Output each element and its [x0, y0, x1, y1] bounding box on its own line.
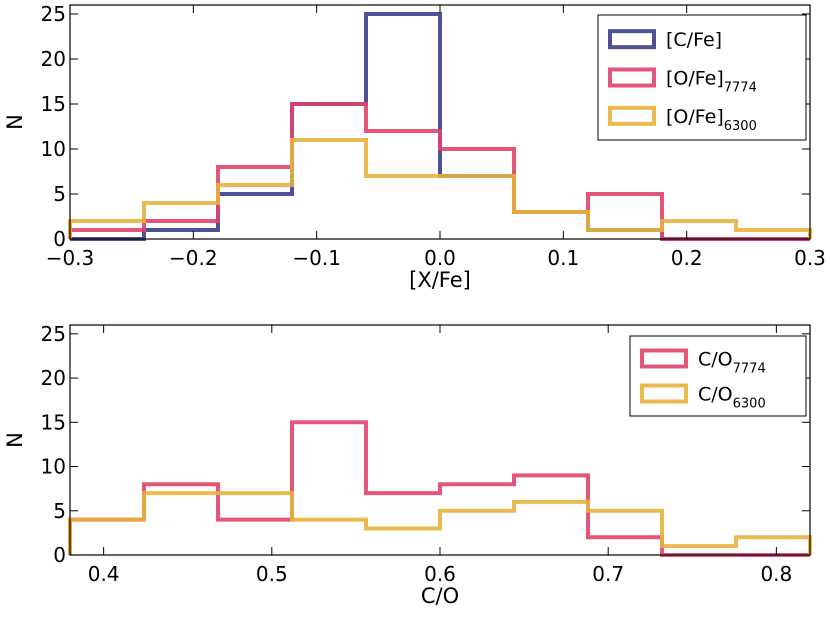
chart1-xtick-label: 0.2: [671, 246, 703, 270]
chart1-legend-label-1: [C/Fe]: [666, 29, 722, 51]
chart1-legend-label-2: [O/Fe]7774: [666, 68, 757, 96]
chart2-legend-label-main: C/O: [698, 384, 733, 406]
chart1-legend-swatch-2: [608, 67, 656, 88]
chart2-xtick-label: 0.7: [592, 562, 624, 586]
chart1-xtick-label: −0.3: [46, 246, 95, 270]
chart1-legend-label-main: [O/Fe]: [666, 68, 724, 90]
chart2-legend-label-1: C/O7774: [698, 349, 766, 377]
chart2-x-axis-label: C/O: [421, 584, 459, 608]
chart1-legend-box: [597, 14, 807, 141]
chart1-ytick-label: 15: [41, 92, 66, 116]
chart1-xtick-label: 0.0: [424, 246, 456, 270]
chart2-legend-label-subscript: 7774: [733, 362, 766, 377]
chart2-ytick-label: 20: [41, 366, 66, 390]
chart2-series-1-outline: [68, 420, 810, 557]
chart1-legend-label-main: [O/Fe]: [666, 106, 724, 128]
chart1-xtick-label: 0.3: [794, 246, 826, 270]
chart1-x-axis-label: [X/Fe]: [409, 268, 471, 292]
chart2-legend-swatch-2: [640, 383, 688, 404]
chart2-y-axis-label: N: [3, 432, 27, 448]
chart1-legend-label-3: [O/Fe]6300: [666, 106, 757, 134]
chart2-ytick-label: 25: [41, 322, 66, 346]
chart2-xtick-label: 0.5: [256, 562, 288, 586]
chart2-ytick-label: 0: [53, 543, 66, 567]
chart2-panel: 0.4 0.5 0.6 0.7 0.80510152025C/ONC/O7774C/O6…: [3, 322, 812, 608]
chart1-ytick-label: 25: [41, 2, 66, 26]
chart1-legend-label-main: [C/Fe]: [666, 29, 722, 51]
chart2-xtick-label: 0.4: [88, 562, 120, 586]
chart1-ytick-label: 20: [41, 47, 66, 71]
chart1-ytick-label: 0: [53, 227, 66, 251]
chart1-ytick-label: 10: [41, 137, 66, 161]
chart2-legend-label-main: C/O: [698, 349, 733, 371]
chart1-panel: −0.3 −0.2 −0.1 0.0 0.1 0.2 0.3 0 5 10 15 20 25 [X/Fe]…: [3, 2, 826, 292]
chart1-legend-swatch-3: [608, 105, 656, 126]
chart2-legend-label-subscript: 6300: [733, 397, 766, 412]
chart1-xtick-label: −0.2: [169, 246, 218, 270]
chart1-series-2-outline: [68, 102, 810, 241]
chart1-y-axis-label: N: [3, 114, 27, 130]
chart1-series-3-outline: [68, 138, 812, 239]
chart1-legend-label-subscript: 7774: [724, 81, 757, 96]
chart2-ytick-label: 10: [41, 455, 66, 479]
chart1-ytick-label: 5: [53, 182, 66, 206]
chart1-xtick-label: 0.1: [547, 246, 579, 270]
chart2-xtick-label: 0.8: [760, 562, 792, 586]
chart2-legend-label-2: C/O6300: [698, 384, 766, 412]
chart1-xtick-label: −0.1: [292, 246, 341, 270]
chart2-ytick-label: 15: [41, 410, 66, 434]
chart2-series-2-outline: [68, 491, 812, 555]
chart1-legend-label-subscript: 6300: [724, 119, 757, 134]
chart2-legend-swatch-1: [640, 348, 688, 369]
chart1-legend-swatch-1: [608, 29, 656, 50]
chart2-xtick-label: 0.6: [424, 562, 456, 586]
chart2-ytick-label: 5: [53, 499, 66, 523]
